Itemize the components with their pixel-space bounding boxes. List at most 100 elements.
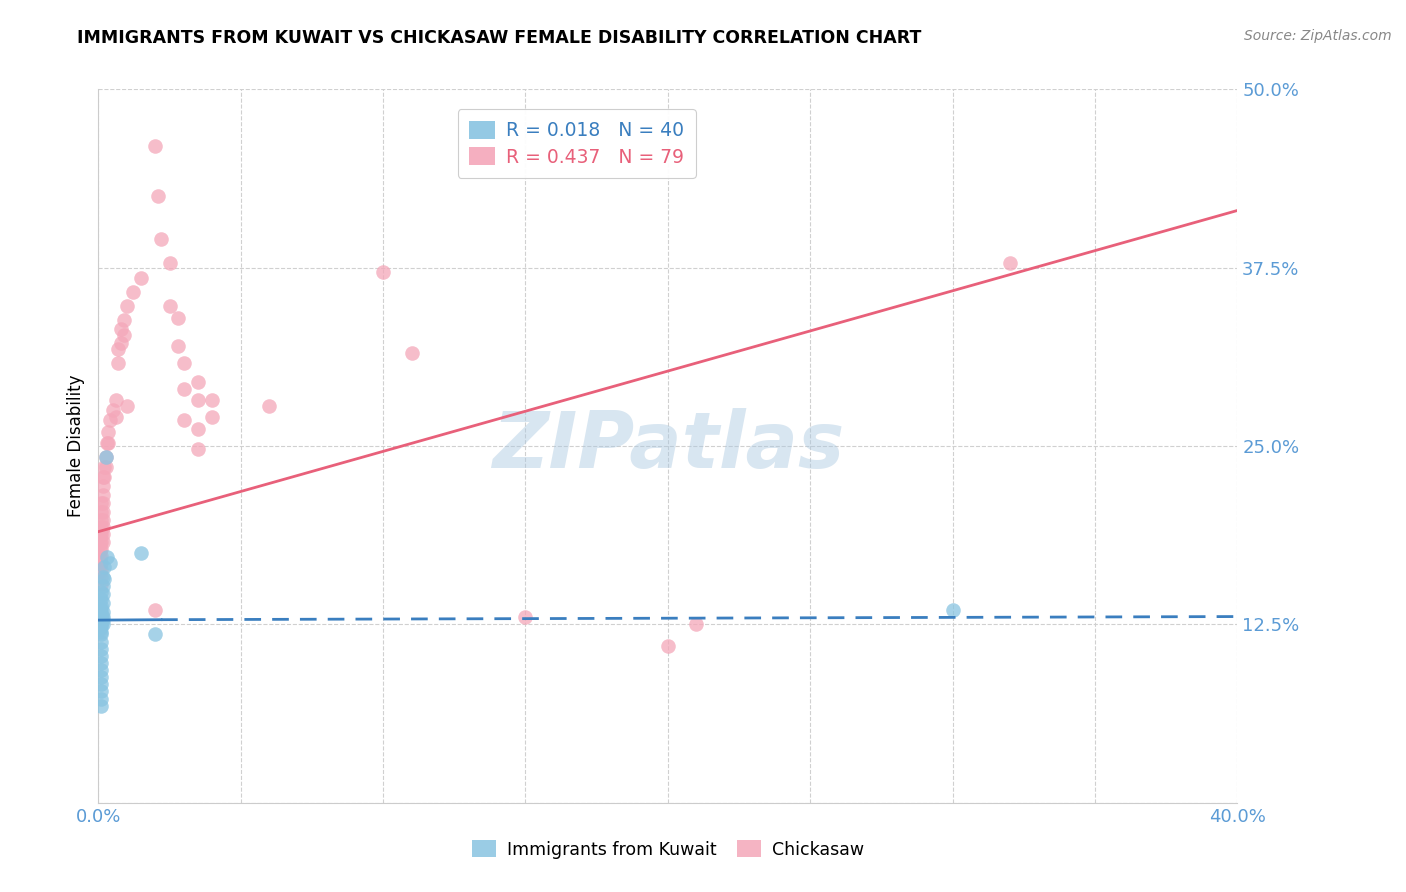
Point <box>91 617 114 632</box>
Point <box>90 663 112 677</box>
Point <box>159 256 181 270</box>
Point <box>90 617 112 632</box>
Point <box>91 613 114 627</box>
Point <box>998 256 1021 270</box>
Point <box>90 670 112 684</box>
Point <box>90 601 112 615</box>
Point <box>90 591 112 606</box>
Point <box>187 422 209 436</box>
Point <box>89 550 111 565</box>
Point <box>90 599 112 613</box>
Y-axis label: Female Disability: Female Disability <box>66 375 84 517</box>
Point <box>148 189 170 203</box>
Point <box>112 327 135 342</box>
Point <box>89 613 111 627</box>
Point <box>98 556 121 570</box>
Point <box>115 299 138 313</box>
Point <box>91 570 114 584</box>
Point <box>90 505 112 519</box>
Point <box>90 606 112 620</box>
Point <box>90 610 112 624</box>
Text: IMMIGRANTS FROM KUWAIT VS CHICKASAW FEMALE DISABILITY CORRELATION CHART: IMMIGRANTS FROM KUWAIT VS CHICKASAW FEMA… <box>77 29 922 46</box>
Point <box>91 487 114 501</box>
Point <box>90 698 112 713</box>
Point <box>107 342 129 356</box>
Point <box>89 622 111 636</box>
Point <box>89 565 111 579</box>
Legend: Immigrants from Kuwait, Chickasaw: Immigrants from Kuwait, Chickasaw <box>465 833 870 865</box>
Point <box>93 572 115 586</box>
Point <box>107 356 129 370</box>
Point <box>201 393 224 408</box>
Point <box>173 382 195 396</box>
Point <box>91 513 114 527</box>
Point <box>401 346 423 360</box>
Point <box>121 285 143 299</box>
Point <box>90 527 112 541</box>
Point <box>90 520 112 534</box>
Point <box>167 310 190 325</box>
Point <box>89 603 111 617</box>
Point <box>91 579 114 593</box>
Point <box>129 546 152 560</box>
Point <box>167 339 190 353</box>
Point <box>110 336 132 351</box>
Point <box>173 356 195 370</box>
Point <box>89 527 111 541</box>
Point <box>187 442 209 456</box>
Point <box>94 450 117 465</box>
Point <box>145 603 167 617</box>
Point <box>90 513 112 527</box>
Point <box>942 603 965 617</box>
Point <box>96 550 118 565</box>
Point <box>685 617 707 632</box>
Point <box>94 450 117 465</box>
Point <box>90 570 112 584</box>
Point <box>90 563 112 577</box>
Point <box>515 610 537 624</box>
Point <box>110 322 132 336</box>
Point <box>145 139 167 153</box>
Point <box>373 265 395 279</box>
Point <box>187 393 209 408</box>
Point <box>90 584 112 599</box>
Text: ZIPatlas: ZIPatlas <box>492 408 844 484</box>
Point <box>91 587 114 601</box>
Point <box>91 534 114 549</box>
Point <box>97 425 120 439</box>
Point <box>91 505 114 519</box>
Point <box>90 691 112 706</box>
Text: Source: ZipAtlas.com: Source: ZipAtlas.com <box>1244 29 1392 43</box>
Point <box>91 605 114 619</box>
Point <box>159 299 181 313</box>
Point <box>150 232 173 246</box>
Point <box>91 596 114 610</box>
Point <box>90 648 112 663</box>
Point <box>173 413 195 427</box>
Point <box>259 399 281 413</box>
Point <box>104 410 127 425</box>
Point <box>91 527 114 541</box>
Point <box>201 410 224 425</box>
Point <box>90 620 112 634</box>
Point <box>90 549 112 563</box>
Point <box>90 496 112 510</box>
Point <box>90 656 112 670</box>
Point <box>90 541 112 556</box>
Point <box>112 313 135 327</box>
Point <box>93 460 115 475</box>
Point <box>90 577 112 591</box>
Point <box>98 413 121 427</box>
Point <box>187 375 209 389</box>
Point <box>97 436 120 450</box>
Point <box>90 634 112 648</box>
Point <box>89 536 111 550</box>
Point <box>145 627 167 641</box>
Point <box>96 436 118 450</box>
Point <box>115 399 138 413</box>
Point <box>91 610 114 624</box>
Point <box>90 624 112 639</box>
Point <box>91 496 114 510</box>
Point <box>90 556 112 570</box>
Point <box>90 641 112 656</box>
